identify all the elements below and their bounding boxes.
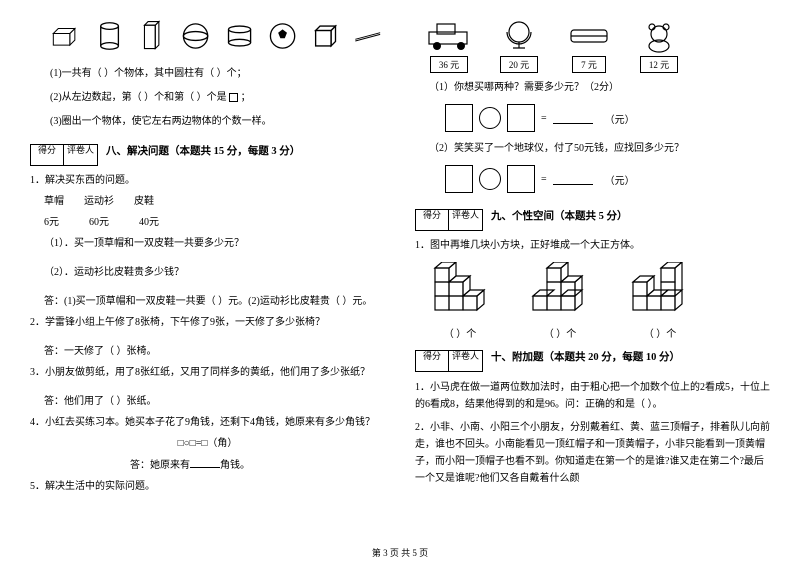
p1-row2: 6元 60元 40元 bbox=[44, 215, 385, 230]
cube-stack-icon bbox=[425, 262, 495, 322]
blank bbox=[553, 174, 593, 185]
score-box-9: 得分 评卷人 bbox=[415, 209, 483, 231]
cube-fig-1: （ ）个 bbox=[425, 262, 495, 340]
p2-h: 2．学雷锋小组上午修了8张椅，下午修了9张，一天修了多少张椅？ bbox=[30, 315, 385, 330]
unit-yuan: （元） bbox=[605, 172, 635, 187]
cube-row: （ ）个 （ ）个 bbox=[415, 262, 770, 340]
count-label: （ ）个 bbox=[544, 325, 577, 340]
cuboid-icon bbox=[50, 18, 83, 54]
section-10-header: 得分 评卷人 十、附加题（本题共 20 分，每题 10 分） bbox=[415, 340, 770, 376]
blank-circle bbox=[479, 168, 501, 190]
p1-ans: 答：(1)买一顶草帽和一双皮鞋一共要（ ）元。(2)运动衫比皮鞋贵（ ）元。 bbox=[44, 294, 385, 309]
toy-car-icon bbox=[423, 18, 475, 54]
equals: = bbox=[541, 174, 547, 185]
sec10-p1: 1．小马虎在做一道两位数加法时，由于粗心把一个加数个位上的2看成5，十位上的6看… bbox=[415, 379, 770, 413]
price-items: 36 元 20 元 7 元 12 元 bbox=[415, 18, 770, 73]
item-globe: 20 元 bbox=[493, 18, 545, 73]
price-bear: 12 元 bbox=[640, 56, 678, 73]
blank-box bbox=[445, 165, 473, 193]
p1-q2: （2）．运动衫比皮鞋贵多少钱？ bbox=[44, 265, 385, 280]
score-box-8: 得分 评卷人 bbox=[30, 144, 98, 166]
cylinder-icon bbox=[93, 18, 126, 54]
shapes-q2-suffix: ； bbox=[241, 92, 251, 103]
r-q2: （2）笑笑买了一个地球仪，付了50元钱，应找回多少元？ bbox=[429, 141, 770, 156]
grader-label: 评卷人 bbox=[449, 209, 483, 231]
section-9-header: 得分 评卷人 九、个性空间（本题共 5 分） bbox=[415, 199, 770, 235]
price-car: 36 元 bbox=[430, 56, 468, 73]
cube-stack-icon bbox=[625, 262, 695, 322]
p1-h: 1．解决买东西的问题。 bbox=[30, 173, 385, 188]
eq-row-1: = （元） bbox=[445, 104, 770, 132]
p4-h: 4．小红去买练习本。她买本子花了9角钱，还剩下4角钱，她原来有多少角钱？ bbox=[30, 415, 385, 430]
count-label: （ ）个 bbox=[444, 325, 477, 340]
blank-box bbox=[445, 104, 473, 132]
sec10-p2: 2．小非、小南、小阳三个小朋友，分别戴着红、黄、蓝三顶帽子，排着队儿向前走，谁也… bbox=[415, 419, 770, 487]
p3-ans: 答：他们用了（ ）张纸。 bbox=[44, 394, 385, 409]
bear-icon bbox=[633, 18, 685, 54]
pencilcase-icon bbox=[563, 18, 615, 54]
eq-row-2: = （元） bbox=[445, 165, 770, 193]
score-box-10: 得分 评卷人 bbox=[415, 350, 483, 372]
shapes-q2-text: (2)从左边数起，第（ ）个和第（ ）个是 bbox=[50, 92, 227, 103]
page-footer: 第 3 页 共 5 页 bbox=[0, 546, 800, 559]
p3-h: 3．小朋友做剪纸，用了8张红纸，又用了同样多的黄纸，他们用了多少张纸？ bbox=[30, 365, 385, 380]
grader-label: 评卷人 bbox=[449, 350, 483, 372]
cube-icon bbox=[309, 18, 342, 54]
p2-ans: 答：一天修了（ ）张椅。 bbox=[44, 344, 385, 359]
item-bear: 12 元 bbox=[633, 18, 685, 73]
left-column: (1)一共有（ ）个物体，其中圆柱有（ ）个； (2)从左边数起，第（ ）个和第… bbox=[30, 18, 385, 528]
shapes-q3: (3)圈出一个物体，使它左右两边物体的个数一样。 bbox=[50, 114, 385, 130]
section-8-header: 得分 评卷人 八、解决问题（本题共 15 分，每题 3 分） bbox=[30, 134, 385, 170]
sec9-q: 1．图中再堆几块小方块，正好堆成一个大正方体。 bbox=[415, 238, 770, 253]
count-label: （ ）个 bbox=[644, 325, 677, 340]
tall-cuboid-icon bbox=[136, 18, 169, 54]
price-pencilcase: 7 元 bbox=[572, 56, 606, 73]
score-label: 得分 bbox=[30, 144, 64, 166]
cube-fig-2: （ ）个 bbox=[525, 262, 595, 340]
shapes-q2: (2)从左边数起，第（ ）个和第（ ）个是 ； bbox=[50, 90, 385, 106]
globe-icon bbox=[493, 18, 545, 54]
item-car: 36 元 bbox=[423, 18, 475, 73]
page-columns: (1)一共有（ ）个物体，其中圆柱有（ ）个； (2)从左边数起，第（ ）个和第… bbox=[30, 18, 770, 528]
rod-icon bbox=[352, 18, 385, 54]
score-label: 得分 bbox=[415, 350, 449, 372]
p4-ans: 答：她原来有角钱。 bbox=[130, 457, 385, 473]
soccer-ball-icon bbox=[266, 18, 299, 54]
blank-box bbox=[507, 165, 535, 193]
r-q1: （1）你想买哪两种？需要多少元？（2分） bbox=[429, 80, 770, 95]
price-globe: 20 元 bbox=[500, 56, 538, 73]
blank bbox=[190, 457, 220, 468]
shapes-q1: (1)一共有（ ）个物体，其中圆柱有（ ）个； bbox=[50, 66, 385, 82]
section-10-title: 十、附加题（本题共 20 分，每题 10 分） bbox=[491, 347, 680, 369]
p5-h: 5．解决生活中的实际问题。 bbox=[30, 479, 385, 494]
score-label: 得分 bbox=[415, 209, 449, 231]
grader-label: 评卷人 bbox=[64, 144, 98, 166]
equals: = bbox=[541, 113, 547, 124]
item-pencilcase: 7 元 bbox=[563, 18, 615, 73]
p1-row1: 草帽 运动衫 皮鞋 bbox=[44, 194, 385, 209]
section-9-title: 九、个性空间（本题共 5 分） bbox=[491, 206, 628, 228]
blank-box bbox=[507, 104, 535, 132]
section-8-title: 八、解决问题（本题共 15 分，每题 3 分） bbox=[106, 141, 300, 163]
cube-fig-3: （ ）个 bbox=[625, 262, 695, 340]
right-column: 36 元 20 元 7 元 12 元 （1）你想买哪两种？需要多少元？（2分） … bbox=[415, 18, 770, 528]
sphere-icon bbox=[179, 18, 212, 54]
p4-eq: □○□=□（角） bbox=[30, 436, 385, 451]
cube-stack-icon bbox=[525, 262, 595, 322]
p1-q1: （1）．买一顶草帽和一双皮鞋一共要多少元？ bbox=[44, 236, 385, 251]
cube-tiny-icon bbox=[229, 93, 238, 102]
blank bbox=[553, 113, 593, 124]
unit-yuan: （元） bbox=[605, 111, 635, 126]
blank-circle bbox=[479, 107, 501, 129]
short-cylinder-icon bbox=[223, 18, 256, 54]
shapes-row bbox=[30, 18, 385, 54]
